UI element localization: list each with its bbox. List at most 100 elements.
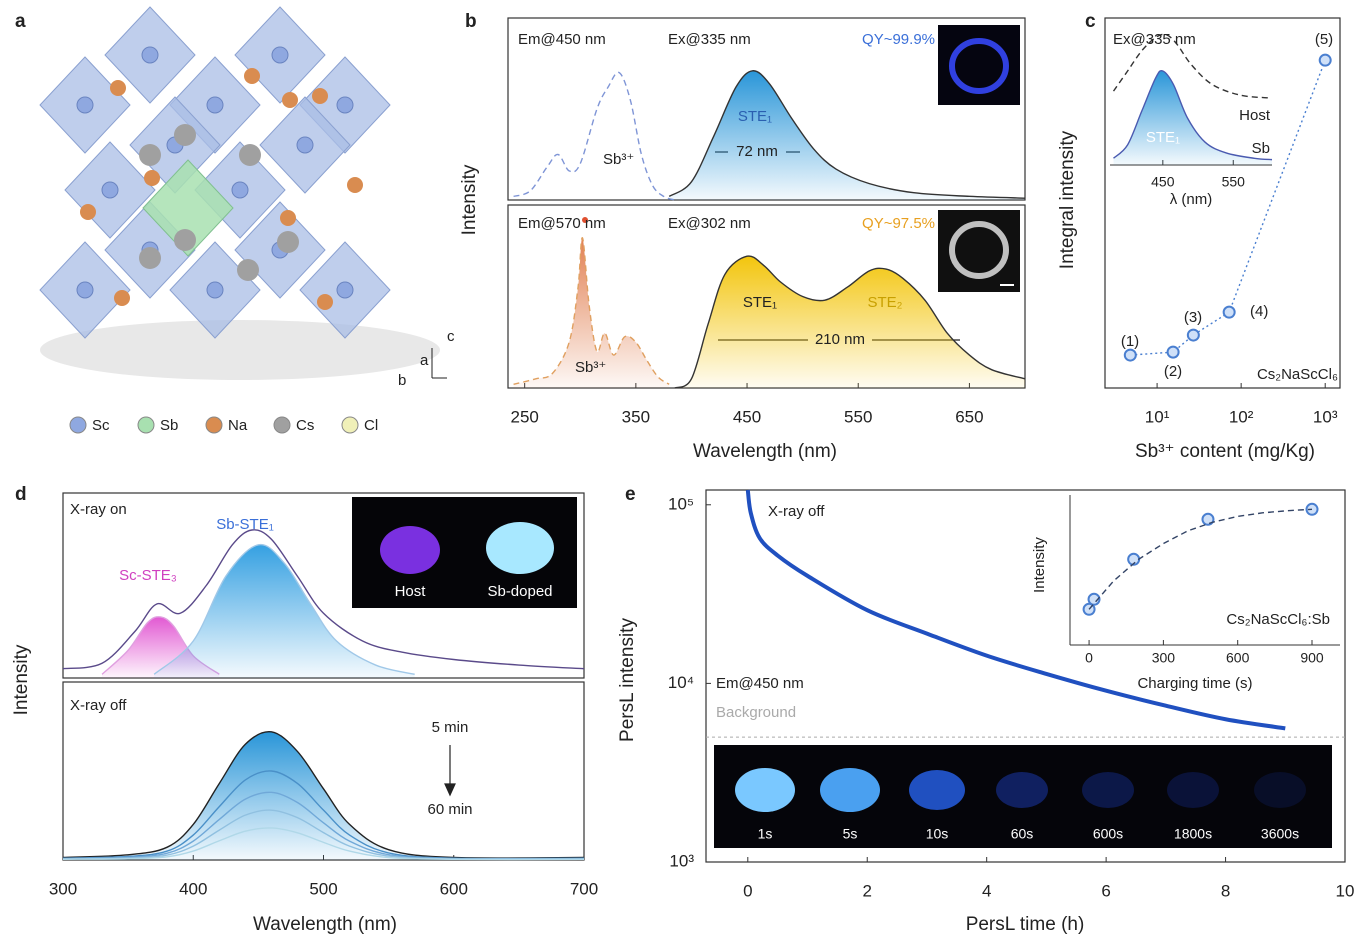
annotation: Sc-STE₃ <box>119 567 177 584</box>
x-tick-label: 500 <box>309 879 337 898</box>
x-tick-label: 10 <box>1336 881 1355 900</box>
annotation: STE₁ <box>1146 129 1180 146</box>
legend-label: Sc <box>92 417 110 434</box>
axis-direction: b <box>398 372 406 389</box>
annotation: Sb³⁺ <box>575 359 606 376</box>
cs-atom <box>277 231 299 253</box>
point <box>1224 307 1235 318</box>
sc-atom <box>142 47 158 63</box>
panel-label: b <box>465 11 477 32</box>
annotation: Sb-STE₁ <box>216 516 274 533</box>
x-axis-label: Sb³⁺ content (mg/Kg) <box>1135 441 1315 462</box>
annotation: X-ray off <box>768 503 825 520</box>
annotation: Em@570 nm <box>518 215 606 232</box>
sc-atom <box>77 97 93 113</box>
y-axis-label: Integral intensity <box>1057 130 1078 269</box>
arrows <box>445 152 960 795</box>
na-atom <box>347 177 363 193</box>
annotation: QY~97.5% <box>862 215 935 232</box>
legend-swatch <box>138 417 154 433</box>
x-axis-label: Wavelength (nm) <box>693 441 837 462</box>
annotation: Em@450 nm <box>518 31 606 48</box>
annotation: Cs₂NaScCl₆ <box>1257 366 1338 383</box>
photo-label: Host <box>395 583 427 600</box>
point <box>1125 350 1136 361</box>
point <box>1168 347 1179 358</box>
photo-label: Sb-doped <box>487 583 552 600</box>
photo-label: 1800s <box>1174 826 1212 842</box>
sc-atom <box>102 182 118 198</box>
x-tick-label: 900 <box>1300 650 1324 666</box>
panel-label: d <box>15 484 27 505</box>
x-tick-label: 350 <box>622 407 650 426</box>
annotation: X-ray on <box>70 501 127 518</box>
na-atom <box>244 68 260 84</box>
annotation: (5) <box>1315 31 1333 48</box>
cs-atom <box>139 144 161 166</box>
photo-label: 10s <box>926 826 949 842</box>
y-tick-label: 10⁴ <box>668 673 694 692</box>
na-atom <box>312 88 328 104</box>
point <box>1188 330 1199 341</box>
x-tick-label: 550 <box>1222 174 1246 190</box>
panel-label: e <box>625 484 636 505</box>
photo-glow <box>820 768 880 812</box>
legend-swatch <box>274 417 290 433</box>
annotation: 60 min <box>427 801 472 818</box>
area <box>63 732 584 860</box>
axis-direction: c <box>447 328 455 345</box>
annotation: 72 nm <box>736 143 778 160</box>
cs-atom <box>174 124 196 146</box>
photo-label: 1s <box>758 826 773 842</box>
figure: a ScSbNaCsClabcIntensitybEm@450 nmEx@335… <box>0 0 1357 940</box>
x-tick-label: 10¹ <box>1145 407 1170 426</box>
x-tick-label: 10² <box>1229 407 1254 426</box>
x-tick-label: 550 <box>844 407 872 426</box>
annotation: STE₂ <box>868 294 903 311</box>
annotation: Sb <box>1252 140 1270 157</box>
annotation: Ex@302 nm <box>668 215 751 232</box>
cs-atom <box>174 229 196 251</box>
x-tick-label: 700 <box>570 879 598 898</box>
annotation: STE₁ <box>743 294 777 311</box>
annotation: Em@450 nm <box>716 675 804 692</box>
annotation: 5 min <box>432 719 469 736</box>
na-atom <box>317 294 333 310</box>
x-tick-label: 450 <box>1151 174 1175 190</box>
photo-glow <box>380 526 440 574</box>
annotation: (4) <box>1250 303 1268 320</box>
cs-atom <box>139 247 161 269</box>
photo-glow <box>1082 772 1134 808</box>
photo-glow <box>486 522 554 574</box>
x-tick-label: 250 <box>510 407 538 426</box>
chart: 0300600900Charging time (s)IntensityCs₂N… <box>1031 495 1340 692</box>
x-tick-label: 400 <box>179 879 207 898</box>
legend-label: Sb <box>160 417 178 434</box>
na-atom <box>282 92 298 108</box>
sc-atom <box>337 97 353 113</box>
legend-label: Cs <box>296 417 314 434</box>
x-axis-label: PersL time (h) <box>966 914 1085 935</box>
x-tick-label: 0 <box>743 881 752 900</box>
legend-swatch <box>206 417 222 433</box>
sc-atom <box>207 97 223 113</box>
annotation: (1) <box>1121 333 1139 350</box>
point <box>1320 55 1331 66</box>
x-tick-label: 650 <box>955 407 983 426</box>
x-axis-label: Wavelength (nm) <box>253 914 397 935</box>
x-axis-label: Charging time (s) <box>1137 675 1252 692</box>
crystal-structure <box>40 7 440 380</box>
annotation: QY~99.9% <box>862 31 935 48</box>
sc-atom <box>207 282 223 298</box>
y-tick-label: 10⁵ <box>668 494 694 513</box>
photo-glow <box>735 768 795 812</box>
y-axis-label: Intensity <box>11 644 32 715</box>
annotation: X-ray off <box>70 697 127 714</box>
x-tick-label: 6 <box>1101 881 1110 900</box>
x-tick-label: 4 <box>982 881 991 900</box>
y-axis-label: Intensity <box>459 164 480 235</box>
panel-label: a <box>15 11 26 32</box>
